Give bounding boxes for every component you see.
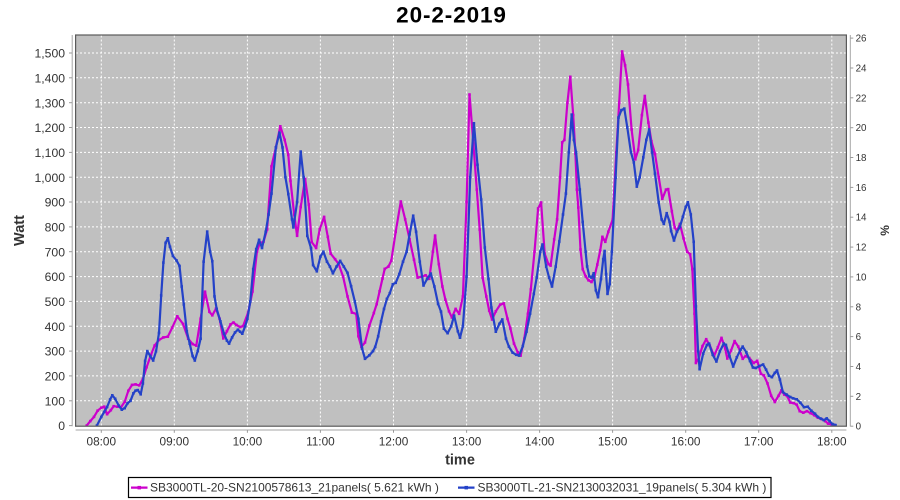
svg-text:12: 12 [856, 243, 867, 254]
svg-text:1,500: 1,500 [35, 47, 66, 61]
svg-text:Watt: Watt [12, 215, 28, 246]
svg-text:14:00: 14:00 [525, 435, 555, 449]
svg-text:100: 100 [45, 394, 66, 408]
svg-text:1,000: 1,000 [35, 171, 66, 185]
svg-text:1,400: 1,400 [35, 71, 66, 85]
svg-text:SB3000TL-21-SN2130032031_19pan: SB3000TL-21-SN2130032031_19panels( 5.304… [478, 481, 767, 495]
svg-text:17:00: 17:00 [744, 435, 774, 449]
svg-text:16: 16 [856, 183, 867, 194]
svg-text:300: 300 [45, 345, 66, 359]
svg-text:2: 2 [856, 392, 861, 403]
svg-text:12:00: 12:00 [379, 435, 409, 449]
svg-text:1,200: 1,200 [35, 121, 66, 135]
svg-text:900: 900 [45, 196, 66, 210]
svg-text:20-2-2019: 20-2-2019 [396, 3, 507, 28]
svg-text:10:00: 10:00 [233, 435, 263, 449]
svg-text:18: 18 [856, 153, 867, 164]
svg-text:11:00: 11:00 [306, 435, 335, 449]
svg-text:0: 0 [58, 419, 65, 433]
svg-text:400: 400 [45, 320, 66, 334]
svg-text:26: 26 [856, 34, 867, 45]
svg-text:24: 24 [856, 64, 867, 75]
svg-text:SB3000TL-20-SN2100578613_21pan: SB3000TL-20-SN2100578613_21panels( 5.621… [150, 481, 439, 495]
svg-text:1,300: 1,300 [35, 96, 66, 110]
svg-text:15:00: 15:00 [598, 435, 628, 449]
svg-text:13:00: 13:00 [452, 435, 482, 449]
svg-text:09:00: 09:00 [160, 435, 190, 449]
svg-text:600: 600 [45, 270, 66, 284]
svg-text:16:00: 16:00 [671, 435, 701, 449]
svg-text:08:00: 08:00 [87, 435, 117, 449]
svg-text:0: 0 [856, 422, 862, 433]
svg-text:1,100: 1,100 [35, 146, 66, 160]
svg-text:200: 200 [45, 370, 66, 384]
svg-text:8: 8 [856, 302, 862, 313]
svg-text:22: 22 [856, 93, 867, 104]
svg-text:18:00: 18:00 [817, 435, 847, 449]
svg-text:time: time [445, 453, 475, 469]
svg-text:10: 10 [856, 272, 867, 283]
svg-text:%: % [877, 225, 891, 236]
svg-text:500: 500 [45, 295, 66, 309]
svg-text:800: 800 [45, 221, 66, 235]
svg-text:4: 4 [856, 362, 862, 373]
svg-text:700: 700 [45, 245, 66, 259]
svg-text:20: 20 [856, 123, 867, 134]
svg-text:14: 14 [856, 213, 867, 224]
svg-text:6: 6 [856, 332, 862, 343]
